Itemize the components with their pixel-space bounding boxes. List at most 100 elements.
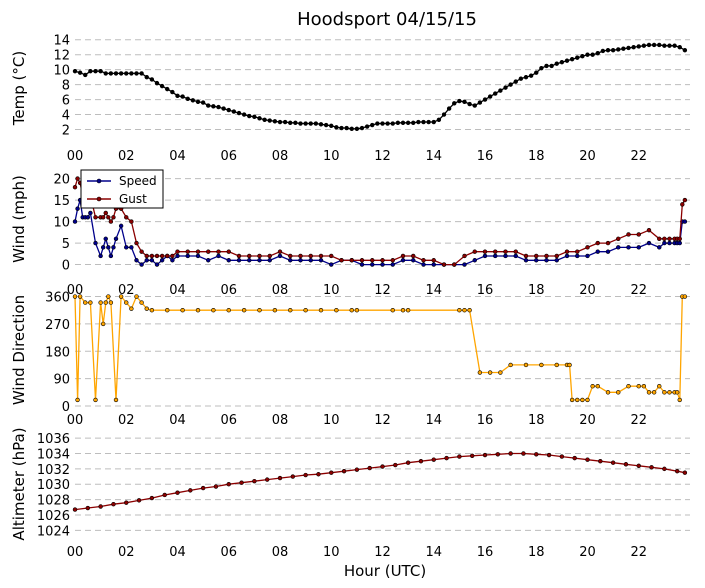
altimeter-series-0-point-31 — [469, 453, 475, 459]
wind-series-1-point-40 — [318, 253, 324, 259]
temp-series-0-point-57 — [364, 124, 370, 129]
temp-series-0-point-19 — [170, 89, 175, 95]
direction-series-0-point-30 — [334, 308, 339, 313]
temp-xtick-5: 10 — [323, 149, 340, 164]
wind-series-1-point-33 — [247, 253, 252, 259]
wind-series-0-point-72 — [646, 240, 652, 246]
wind-xtick-8: 16 — [477, 283, 494, 298]
direction-ytick-1: 90 — [53, 373, 70, 388]
temp-series-0-point-84 — [503, 85, 508, 90]
temp-series-0-point-77 — [467, 101, 472, 107]
wind-series-0-point-45 — [370, 262, 375, 267]
wind-series-0-point-11 — [106, 245, 111, 250]
direction-series-0-point-19 — [165, 308, 170, 313]
wind-series-1-point-11 — [106, 215, 111, 220]
wind-series-0-point-60 — [523, 258, 529, 263]
wind-series-0-point-19 — [139, 262, 144, 267]
wind-series-1-point-19 — [139, 249, 144, 254]
wind-ylabel: Wind (mph) — [10, 175, 28, 263]
direction-series-0-point-52 — [590, 384, 595, 389]
direction-series-0-point-1 — [75, 397, 80, 403]
temp-series-0-point-105 — [610, 48, 616, 53]
temp-series-0-point-68 — [421, 119, 426, 125]
direction-ytick-3: 270 — [45, 318, 70, 333]
wind-xtick-11: 22 — [630, 283, 647, 298]
direction-series-0-point-32 — [354, 308, 360, 313]
wind-series-0-point-78 — [677, 240, 682, 246]
wind-series-0-point-71 — [636, 245, 641, 250]
wind-series-0-point-8 — [98, 253, 103, 259]
temp-series-0-point-118 — [677, 45, 682, 50]
temp-series-0-point-113 — [651, 42, 657, 48]
altimeter-series-0-point-4 — [124, 500, 129, 505]
temp-series-0-point-2 — [83, 72, 88, 78]
wind-xtick-7: 14 — [425, 283, 442, 298]
altimeter-series-0-point-32 — [482, 452, 488, 458]
altimeter-xtick-9: 18 — [528, 545, 545, 560]
altimeter-series-0-point-21 — [341, 468, 347, 474]
direction-series-0-point-25 — [257, 308, 262, 313]
wind-ytick-1: 5 — [62, 237, 70, 252]
temp-series-0-point-103 — [600, 48, 606, 54]
wind-series-0-point-21 — [149, 258, 155, 263]
altimeter-series-0-point-7 — [162, 492, 167, 498]
altimeter-ytick-6: 1036 — [37, 432, 70, 447]
wind-series-1-point-60 — [523, 253, 529, 259]
temp-series-0-point-8 — [113, 71, 119, 76]
altimeter-ytick-1: 1026 — [37, 509, 70, 524]
temp-series-0-point-3 — [88, 68, 93, 74]
temp-series-0-point-16 — [154, 80, 160, 86]
direction-series-0-point-66 — [677, 397, 682, 403]
wind-xtick-10: 20 — [579, 283, 596, 298]
direction-xtick-3: 06 — [220, 413, 237, 428]
wind-series-0-point-15 — [118, 223, 124, 229]
altimeter-series-0-point-12 — [226, 482, 231, 487]
direction-series-0-point-60 — [651, 390, 657, 395]
wind-series-1-point-66 — [585, 245, 590, 250]
direction-series-0-point-15 — [134, 294, 139, 299]
altimeter-xtick-1: 02 — [118, 545, 135, 560]
wind-series-1-point-24 — [165, 253, 170, 259]
wind-series-0-point-6 — [88, 210, 93, 216]
temp-series-0-point-97 — [569, 56, 575, 62]
wind-series-1-point-62 — [544, 253, 549, 259]
altimeter-series-0-point-35 — [521, 451, 526, 456]
wind-series-0-point-46 — [380, 262, 385, 267]
temp-series-0-point-54 — [349, 126, 354, 131]
temp-series-0-point-91 — [539, 65, 544, 71]
direction-series-0-point-62 — [662, 390, 667, 395]
temp-series-0-point-34 — [247, 113, 252, 119]
wind-series-1-point-74 — [662, 236, 667, 241]
temp-series-0-point-44 — [298, 121, 303, 126]
wind-series-0-point-34 — [257, 258, 262, 263]
wind-series-1-point-31 — [226, 249, 231, 254]
temp-series-0-point-53 — [344, 125, 349, 131]
altimeter-series-0-point-20 — [329, 470, 334, 475]
wind-series-0-point-70 — [626, 245, 631, 250]
altimeter-series-0-point-34 — [508, 451, 513, 456]
wind-series-1-point-36 — [277, 249, 283, 254]
wind-series-1-point-57 — [493, 249, 498, 254]
temp-series-0-point-75 — [457, 98, 462, 104]
direction-series-0-point-57 — [636, 384, 641, 389]
altimeter-series-0-point-14 — [252, 478, 257, 484]
temp-series-0-point-95 — [559, 59, 565, 65]
altimeter-series-0-point-29 — [444, 455, 449, 461]
wind-series-0-point-56 — [482, 253, 488, 259]
wind-series-1-point-45 — [370, 258, 375, 263]
temp-series-0-point-58 — [370, 122, 375, 128]
direction-xtick-1: 02 — [118, 413, 135, 428]
wind-series-1-point-12 — [108, 219, 114, 224]
temp-xtick-8: 16 — [477, 149, 494, 164]
direction-xtick-4: 08 — [272, 413, 289, 428]
altimeter-series-0-point-5 — [136, 498, 142, 503]
temp-series-0-point-22 — [185, 96, 190, 102]
wind-series-1-point-44 — [359, 258, 365, 263]
direction-series-0-point-29 — [318, 308, 324, 313]
temp-series-0-point-47 — [313, 121, 319, 126]
altimeter-xtick-10: 20 — [579, 545, 596, 560]
direction-series-0-point-58 — [641, 384, 647, 389]
wind-series-1-point-25 — [170, 253, 175, 259]
altimeter-ytick-3: 1030 — [37, 478, 70, 493]
temp-series-0-point-6 — [103, 71, 108, 76]
